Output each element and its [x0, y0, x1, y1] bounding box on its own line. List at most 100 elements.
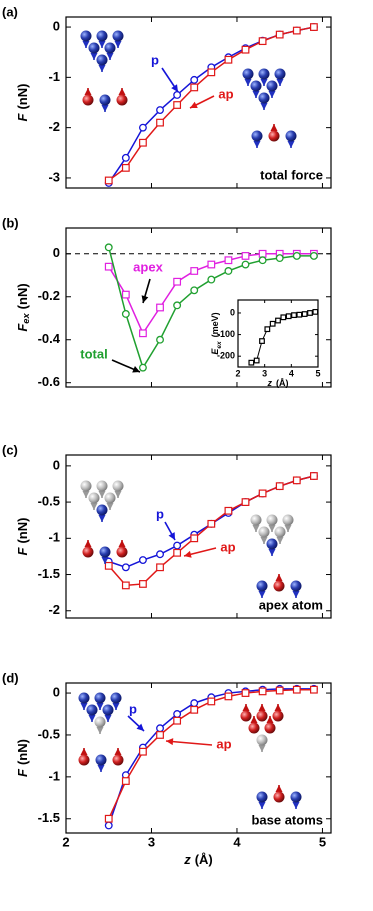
- y-tick-label: -1.5: [38, 810, 60, 825]
- y-tick-label: 0: [53, 245, 60, 260]
- atom: [256, 710, 268, 722]
- arrow-head: [114, 41, 122, 48]
- data-point: [224, 506, 233, 515]
- atom: [266, 538, 278, 550]
- y-tick-label: -1: [48, 530, 60, 545]
- panel-label: (c): [2, 442, 18, 457]
- x-tick-label: 4: [233, 834, 241, 849]
- data-point: [292, 476, 301, 485]
- data-point: [156, 303, 164, 312]
- arrow-head: [84, 540, 92, 547]
- arrow-head: [106, 503, 114, 510]
- data-point: [285, 313, 292, 320]
- arrow-head: [114, 491, 122, 498]
- y-tick-label: -2: [48, 119, 60, 134]
- arrow-head: [104, 715, 112, 722]
- atom: [88, 42, 100, 54]
- y-tick-label: 0: [53, 18, 60, 33]
- arrow-head: [132, 366, 140, 373]
- atom: [94, 716, 106, 728]
- atom: [96, 30, 108, 42]
- x-tick-label: 4: [289, 368, 294, 378]
- y-axis-label: F (nN): [15, 739, 30, 777]
- arrow-head: [141, 295, 149, 303]
- y-tick-label: -0.5: [38, 494, 60, 509]
- arrow-head: [82, 41, 90, 48]
- data-point: [259, 338, 265, 344]
- arrow-head: [276, 537, 284, 544]
- data-point: [173, 541, 182, 550]
- data-point: [139, 747, 147, 756]
- y-tick-label: 0: [53, 684, 60, 699]
- data-point: [292, 685, 301, 694]
- data-point: [264, 326, 271, 333]
- y-tick-label: -3: [48, 169, 60, 184]
- arrow-head: [80, 703, 88, 710]
- data-point: [121, 581, 130, 590]
- arrow-head: [96, 727, 104, 734]
- data-point: [258, 37, 267, 46]
- atom: [112, 480, 124, 492]
- data-point: [241, 252, 250, 260]
- arrow-head: [258, 745, 266, 752]
- arrow-head: [118, 540, 126, 547]
- y-tick-label: -1: [48, 69, 60, 84]
- y-label-symbol: F: [15, 546, 30, 555]
- arrow-head: [260, 79, 268, 86]
- data-point: [156, 550, 164, 559]
- y-tick-label: -0.6: [38, 374, 60, 389]
- series-label: total: [80, 346, 107, 361]
- data-point: [173, 716, 182, 725]
- atom: [99, 546, 111, 558]
- y-tick-label: -2: [48, 602, 60, 617]
- data-point: [190, 705, 199, 714]
- y-label-unit: (nN): [15, 739, 30, 765]
- data-point: [190, 267, 199, 275]
- arrow-head: [88, 715, 96, 722]
- atom: [290, 580, 302, 592]
- arrow-head: [292, 591, 300, 598]
- arrow-head: [114, 748, 122, 755]
- plot-frame: [65, 454, 332, 619]
- arrow-head: [90, 53, 98, 60]
- data-point: [104, 821, 113, 830]
- data-point: [301, 311, 308, 317]
- arrow-head: [98, 491, 106, 498]
- data-point: [224, 256, 233, 265]
- atom: [266, 514, 278, 526]
- atom: [273, 791, 285, 803]
- data-point: [156, 731, 164, 739]
- data-point: [104, 176, 113, 185]
- annotation: apex atom: [259, 597, 323, 612]
- data-point: [291, 312, 297, 319]
- atom: [78, 754, 90, 766]
- y-tick-label: 0: [230, 307, 235, 317]
- y-label-symbol: F: [15, 768, 30, 777]
- arrow-head: [80, 748, 88, 755]
- arrow-head: [242, 704, 250, 711]
- x-axis-label: z (Å): [183, 852, 213, 867]
- arrow-head: [97, 765, 105, 772]
- data-point: [307, 310, 313, 316]
- data-point: [224, 692, 233, 701]
- y-tick-label: -1.5: [38, 566, 60, 581]
- data-point: [190, 83, 199, 92]
- data-point: [280, 314, 287, 321]
- y-tick-label: -100: [217, 329, 235, 339]
- y-label-unit: (meV): [210, 312, 220, 337]
- atom: [282, 514, 294, 526]
- arrow-head: [270, 124, 278, 131]
- x-tick-label: 3: [262, 368, 267, 378]
- atom: [110, 692, 122, 704]
- y-label-subscript: ex: [216, 341, 223, 349]
- atom: [274, 68, 286, 80]
- data-point: [156, 118, 164, 127]
- data-point: [309, 251, 318, 260]
- data-point: [104, 814, 113, 823]
- arrow-head: [171, 84, 178, 92]
- data-point: [207, 260, 216, 269]
- data-point: [275, 482, 284, 491]
- data-point: [138, 556, 147, 564]
- atom: [264, 722, 276, 734]
